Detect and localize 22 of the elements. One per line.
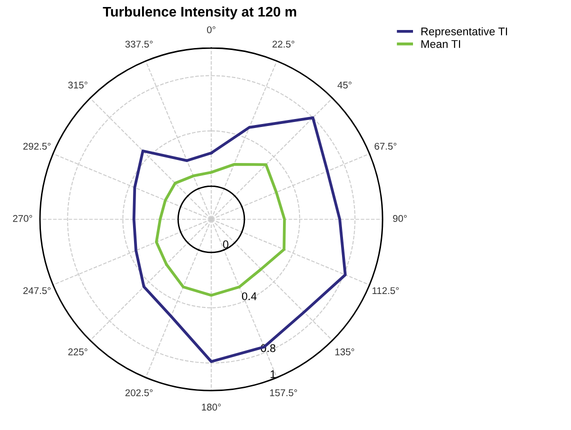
spoke-label: 337.5° [125, 40, 153, 48]
y-tick-label: 1 [270, 370, 276, 378]
spoke-label: 315° [68, 82, 88, 89]
chart-title: Turbulence Intensity at 120 m [102, 6, 296, 20]
legend-label: Mean TI [421, 40, 460, 48]
spoke-label: 270° [13, 215, 32, 222]
spoke-label: 112.5° [372, 287, 399, 294]
spoke-label: 0° [207, 26, 216, 34]
legend-label: Representative TI [421, 27, 507, 38]
spoke-label: 180° [202, 404, 221, 411]
spoke-label: 202.5° [125, 389, 153, 396]
spoke-label: 225° [68, 348, 88, 356]
spoke-label: 67.5° [374, 142, 396, 150]
spoke-label: 90° [393, 215, 407, 222]
spoke-label: 45° [338, 82, 352, 89]
spoke-label: 135° [335, 348, 354, 356]
spoke-label: 22.5° [272, 40, 294, 48]
y-tick-label: 0.4 [242, 292, 257, 300]
y-tick-label: 0 [223, 240, 228, 248]
spoke-label: 292.5° [23, 142, 50, 150]
spoke-label: 247.5° [23, 287, 50, 294]
spoke-label: 157.5° [270, 389, 297, 396]
